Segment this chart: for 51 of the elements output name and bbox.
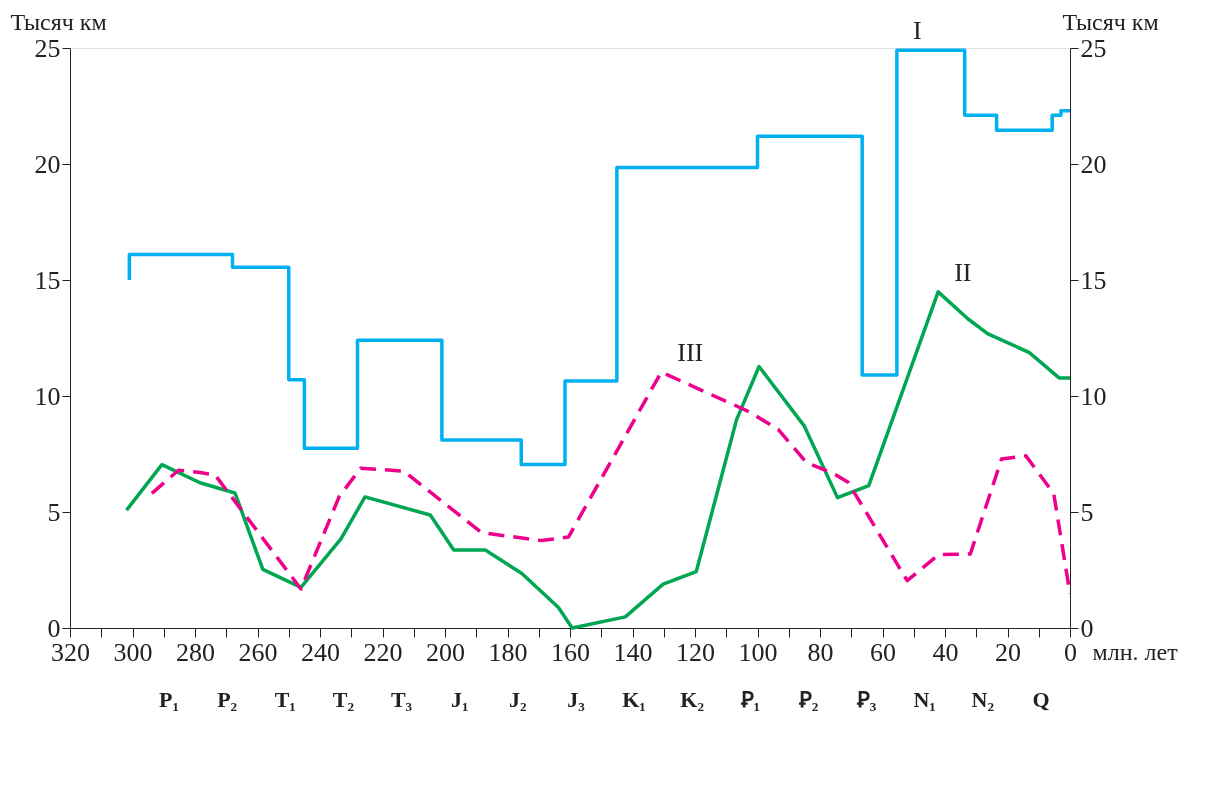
text: N₁ [913,687,936,712]
text: K₂ [680,687,705,712]
y-tick-label: 15 [34,265,61,295]
text: J₁ [450,687,469,712]
x-tick-label: 180 [488,637,528,667]
text: Ꝑ₃ [855,687,877,712]
y2-tick-label: 0 [1080,613,1094,643]
x-tick-label: 120 [676,637,715,667]
text: N₂ [971,687,995,712]
x-tick-label: 200 [426,637,465,667]
y2-tick-label: 5 [1080,497,1094,527]
text: T₃ [390,687,413,712]
text: Ꝑ₁ [739,687,761,712]
text: Q [1032,687,1050,712]
x-tick-label: 160 [551,637,590,667]
text: P₁ [159,687,180,712]
x-tick-label: 280 [176,637,215,667]
text: P₂ [217,687,238,712]
x-tick-label: 20 [995,637,1021,667]
series-label: I [912,16,922,46]
x-tick-label: 80 [807,637,834,667]
y-axis-title: Тысяч км [10,8,107,35]
text: J₃ [567,687,586,712]
y2-tick-label: 10 [1080,381,1107,411]
line-series [150,370,1072,596]
x-tick-label: 300 [113,637,153,667]
x-tick-label: 140 [613,637,653,667]
x-tick-label: 260 [238,637,278,667]
y2-tick-label: 20 [1080,149,1107,179]
y-tick-label: 20 [34,149,61,179]
x-tick-label: 220 [363,637,403,667]
x-tick-label: 40 [932,637,959,667]
text: T₂ [332,687,355,712]
x-tick-label: 60 [870,637,896,667]
text: K₁ [622,687,646,712]
x-tick-label: 100 [738,637,778,667]
series-label: II [954,257,972,287]
y-tick-label: 5 [47,497,61,527]
x-tick-label: 0 [1064,637,1077,667]
y2-axis-title: Тысяч км [1062,8,1159,35]
x-tick-label: 240 [301,637,340,667]
line-series [124,290,1072,630]
text: Ꝑ₂ [797,687,819,712]
series-label: III [677,338,704,368]
text: T₁ [274,687,296,712]
y2-tick-label: 25 [1080,33,1107,63]
text: J₂ [509,687,528,712]
y2-tick-label: 15 [1080,265,1107,295]
x-axis-title: млн. лет [1092,638,1179,665]
y-tick-label: 10 [34,381,61,411]
y-tick-label: 25 [34,33,61,63]
